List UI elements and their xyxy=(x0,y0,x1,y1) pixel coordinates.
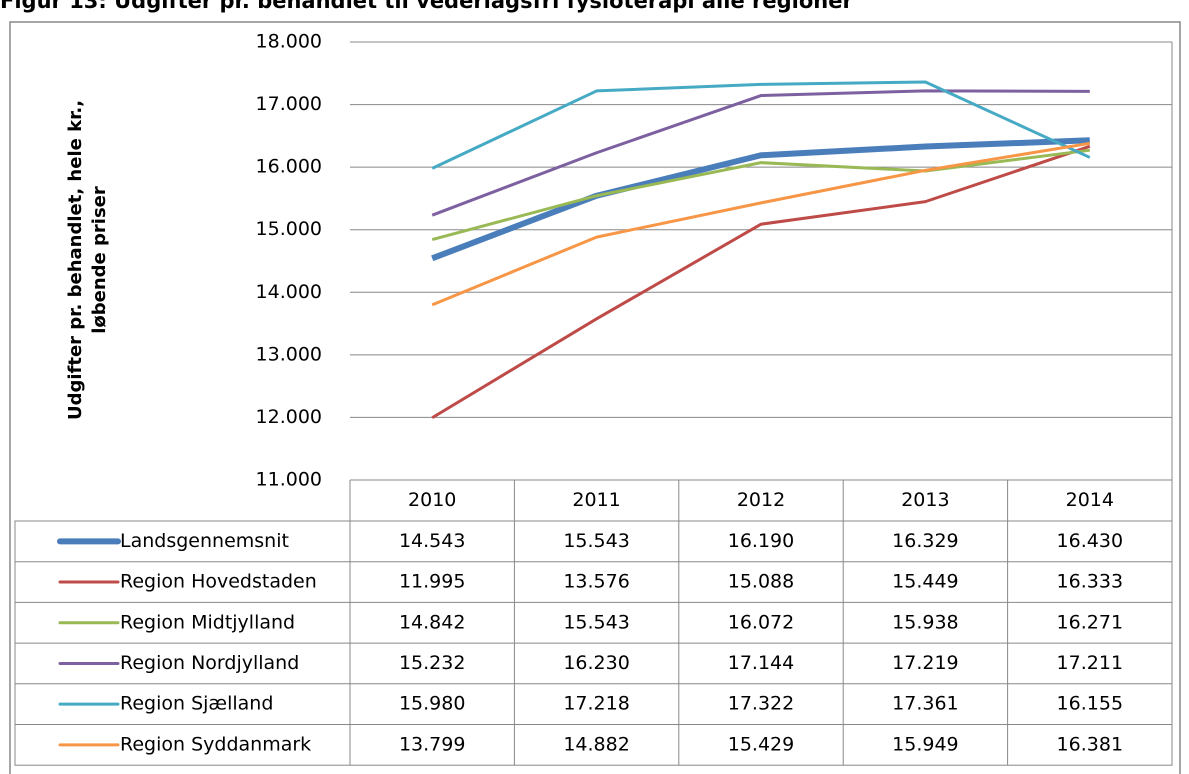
table-value: 14.543 xyxy=(399,530,465,552)
legend-label: Region Midtjylland xyxy=(120,611,295,633)
table-value: 16.271 xyxy=(1057,611,1123,633)
x-tick-label: 2013 xyxy=(901,489,949,511)
table-value: 17.361 xyxy=(892,693,958,715)
table-value: 16.430 xyxy=(1057,530,1123,552)
y-tick-label: 14.000 xyxy=(256,281,322,303)
y-tick-label: 12.000 xyxy=(256,406,322,428)
y-tick-label: 15.000 xyxy=(256,218,322,240)
x-tick-label: 2014 xyxy=(1066,489,1114,511)
table-value: 15.938 xyxy=(892,611,958,633)
y-tick-label: 13.000 xyxy=(256,343,322,365)
table-value: 17.322 xyxy=(728,693,794,715)
table-value: 17.144 xyxy=(728,652,794,674)
legend-label: Region Nordjylland xyxy=(120,652,299,674)
table-value: 16.155 xyxy=(1057,693,1123,715)
y-tick-label: 18.000 xyxy=(256,31,322,53)
table-value: 17.218 xyxy=(563,693,629,715)
y-tick-label: 16.000 xyxy=(256,156,322,178)
table-value: 16.230 xyxy=(563,652,629,674)
table-value: 14.842 xyxy=(399,611,465,633)
table-value: 16.329 xyxy=(892,530,958,552)
table-value: 13.576 xyxy=(563,571,629,593)
table-value: 15.088 xyxy=(728,571,794,593)
chart-title: Figur 13: Udgifter pr. behandlet til ved… xyxy=(0,0,853,13)
table-value: 17.211 xyxy=(1057,652,1123,674)
legend-label: Region Hovedstaden xyxy=(120,571,317,593)
series-line xyxy=(431,141,1091,307)
table-value: 16.381 xyxy=(1057,733,1123,755)
series-line xyxy=(431,89,1090,217)
table-value: 16.333 xyxy=(1057,571,1123,593)
table-value: 15.429 xyxy=(728,733,794,755)
table-value: 17.219 xyxy=(892,652,958,674)
x-tick-label: 2012 xyxy=(737,489,785,511)
series-line xyxy=(431,148,1090,242)
table-value: 13.799 xyxy=(399,733,465,755)
table-value: 15.949 xyxy=(892,733,958,755)
legend-label: Landsgennemsnit xyxy=(120,530,289,552)
table-value: 16.190 xyxy=(728,530,794,552)
y-axis-label: Udgifter pr. behandlet, hele kr., xyxy=(65,100,86,420)
table-value: 15.543 xyxy=(563,611,629,633)
chart-border xyxy=(9,21,1181,774)
table-value: 16.072 xyxy=(728,611,794,633)
series-line xyxy=(431,144,1091,420)
y-axis-label: løbende priser xyxy=(89,186,110,334)
series-line xyxy=(431,80,1091,170)
y-tick-label: 17.000 xyxy=(256,93,322,115)
x-tick-label: 2010 xyxy=(408,489,456,511)
legend-label: Region Sjælland xyxy=(120,693,273,715)
y-tick-label: 11.000 xyxy=(256,469,322,491)
table-value: 15.449 xyxy=(892,571,958,593)
x-tick-label: 2011 xyxy=(572,489,620,511)
table-value: 14.882 xyxy=(563,733,629,755)
table-value: 11.995 xyxy=(399,571,465,593)
series-line xyxy=(431,137,1090,262)
legend-label: Region Syddanmark xyxy=(120,733,311,755)
table-value: 15.232 xyxy=(399,652,465,674)
table-value: 15.543 xyxy=(563,530,629,552)
table-value: 15.980 xyxy=(399,693,465,715)
